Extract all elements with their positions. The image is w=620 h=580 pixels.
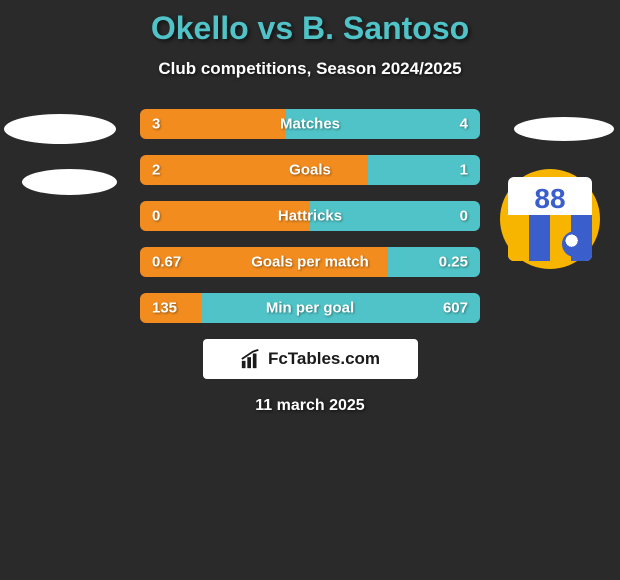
stat-row: 0 0 Hattricks bbox=[140, 201, 480, 231]
stat-value-left: 0 bbox=[152, 208, 160, 225]
stat-row: 135 607 Min per goal bbox=[140, 293, 480, 323]
stat-label: Hattricks bbox=[278, 208, 342, 225]
ellipse-icon bbox=[514, 117, 614, 141]
stat-row: 3 4 Matches bbox=[140, 109, 480, 139]
stats-area: 88 3 4 Matches 2 1 Goals 0 0 Hattricks 0.67 0.25 Go… bbox=[0, 109, 620, 415]
stat-label: Goals per match bbox=[251, 254, 369, 271]
date-text: 11 march 2025 bbox=[0, 397, 620, 415]
stat-label: Matches bbox=[280, 116, 340, 133]
stat-value-right: 607 bbox=[443, 300, 468, 317]
brand-text: FcTables.com bbox=[268, 349, 380, 369]
page-title: Okello vs B. Santoso bbox=[0, 0, 620, 47]
badge-number: 88 bbox=[508, 183, 592, 215]
stat-value-right: 0.25 bbox=[439, 254, 468, 271]
stat-value-left: 0.67 bbox=[152, 254, 181, 271]
club-badge: 88 bbox=[500, 169, 600, 269]
badge-stripe bbox=[529, 215, 550, 261]
stat-value-left: 2 bbox=[152, 162, 160, 179]
stat-label: Goals bbox=[289, 162, 331, 179]
stat-value-left: 135 bbox=[152, 300, 177, 317]
stat-rows: 3 4 Matches 2 1 Goals 0 0 Hattricks 0.67 0.25 Goals… bbox=[140, 109, 480, 323]
stat-label: Min per goal bbox=[266, 300, 354, 317]
stat-value-right: 0 bbox=[460, 208, 468, 225]
stat-value-right: 4 bbox=[460, 116, 468, 133]
badge-stripe bbox=[508, 215, 529, 261]
page-subtitle: Club competitions, Season 2024/2025 bbox=[0, 59, 620, 79]
stat-row: 0.67 0.25 Goals per match bbox=[140, 247, 480, 277]
stat-bar-left bbox=[140, 109, 286, 139]
stat-value-left: 3 bbox=[152, 116, 160, 133]
stat-value-right: 1 bbox=[460, 162, 468, 179]
stat-row: 2 1 Goals bbox=[140, 155, 480, 185]
brand-chart-icon bbox=[240, 348, 262, 370]
badge-inner: 88 bbox=[508, 177, 592, 261]
ellipse-icon bbox=[4, 114, 116, 144]
ellipse-icon bbox=[22, 169, 117, 195]
brand-box: FcTables.com bbox=[203, 339, 418, 379]
soccer-ball-icon bbox=[562, 231, 588, 257]
stat-bar-left bbox=[140, 155, 368, 185]
